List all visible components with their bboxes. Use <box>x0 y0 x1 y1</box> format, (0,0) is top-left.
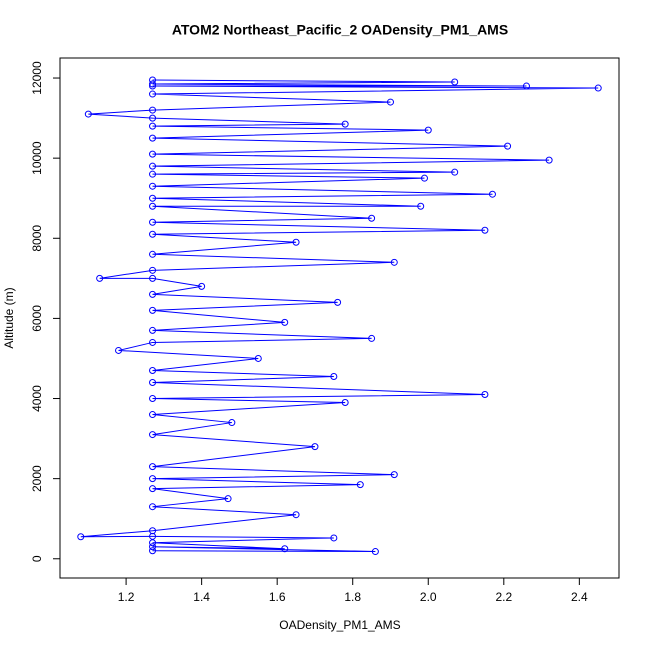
data-point <box>254 354 262 362</box>
data-point <box>330 372 338 380</box>
data-point <box>311 443 319 451</box>
x-tick-label: 1.8 <box>344 590 361 604</box>
data-point <box>149 90 157 98</box>
data-point <box>77 533 85 541</box>
x-tick-label: 1.4 <box>193 590 210 604</box>
y-tick-label: 0 <box>30 555 44 562</box>
data-point <box>368 334 376 342</box>
y-tick-label: 12000 <box>30 61 44 95</box>
data-point <box>84 110 92 118</box>
data-point <box>149 80 157 88</box>
data-point <box>224 495 232 503</box>
x-tick-label: 2.2 <box>495 590 512 604</box>
x-tick-label: 2.0 <box>420 590 437 604</box>
x-tick-label: 1.2 <box>118 590 135 604</box>
x-axis-label: OADensity_PM1_AMS <box>279 618 400 632</box>
data-point <box>149 366 157 374</box>
data-point <box>481 391 489 399</box>
data-point <box>488 190 496 198</box>
data-point <box>149 182 157 190</box>
data-point <box>371 548 379 556</box>
data-point <box>149 250 157 258</box>
data-point <box>115 346 123 354</box>
data-point <box>149 485 157 493</box>
data-point <box>356 481 364 489</box>
y-axis-label: Altitude (m) <box>2 287 16 348</box>
plot-frame <box>59 57 620 579</box>
data-point <box>451 168 459 176</box>
x-tick-label: 2.4 <box>571 590 588 604</box>
data-point <box>386 98 394 106</box>
data-point <box>149 230 157 238</box>
data-point <box>545 156 553 164</box>
data-point <box>149 378 157 386</box>
data-point <box>149 274 157 282</box>
data-point <box>149 338 157 346</box>
data-point <box>522 82 530 90</box>
data-point <box>149 395 157 403</box>
data-point <box>198 282 206 290</box>
data-point <box>149 543 157 551</box>
data-point <box>149 150 157 158</box>
y-tick-label: 6000 <box>30 305 44 332</box>
data-point <box>420 174 428 182</box>
data-point <box>149 194 157 202</box>
data-point <box>149 122 157 130</box>
data-point <box>481 226 489 234</box>
data-point <box>228 419 236 427</box>
data-point <box>149 202 157 210</box>
data-point <box>292 238 300 246</box>
data-point <box>390 258 398 266</box>
data-point <box>417 202 425 210</box>
data-point <box>451 78 459 86</box>
data-point <box>149 106 157 114</box>
data-point <box>424 126 432 134</box>
data-point <box>149 162 157 170</box>
data-point <box>330 534 338 542</box>
data-point <box>149 134 157 142</box>
data-point <box>149 503 157 511</box>
data-point <box>292 511 300 519</box>
data-point <box>149 306 157 314</box>
data-point <box>96 274 104 282</box>
data-point <box>504 142 512 150</box>
data-point <box>281 545 289 553</box>
data-point <box>149 411 157 419</box>
data-point <box>368 214 376 222</box>
data-point <box>149 114 157 122</box>
data-point <box>594 84 602 92</box>
x-tick-label: 1.6 <box>269 590 286 604</box>
data-point <box>149 76 157 84</box>
data-point <box>149 218 157 226</box>
y-tick-label: 4000 <box>30 385 44 412</box>
y-tick-label: 10000 <box>30 141 44 175</box>
data-point <box>149 547 157 555</box>
data-point <box>149 527 157 535</box>
data-point <box>149 266 157 274</box>
data-line <box>80 79 599 553</box>
chart-title: ATOM2 Northeast_Pacific_2 OADensity_PM1_… <box>172 22 508 38</box>
data-point <box>341 399 349 407</box>
data-point <box>334 298 342 306</box>
data-point <box>149 290 157 298</box>
data-point <box>390 471 398 479</box>
data-point <box>149 170 157 178</box>
data-point <box>149 463 157 471</box>
data-point <box>281 318 289 326</box>
data-point <box>149 475 157 483</box>
data-point <box>149 431 157 439</box>
y-tick-label: 8000 <box>30 225 44 252</box>
data-point <box>341 120 349 128</box>
y-tick-label: 2000 <box>30 465 44 492</box>
data-point <box>149 326 157 334</box>
